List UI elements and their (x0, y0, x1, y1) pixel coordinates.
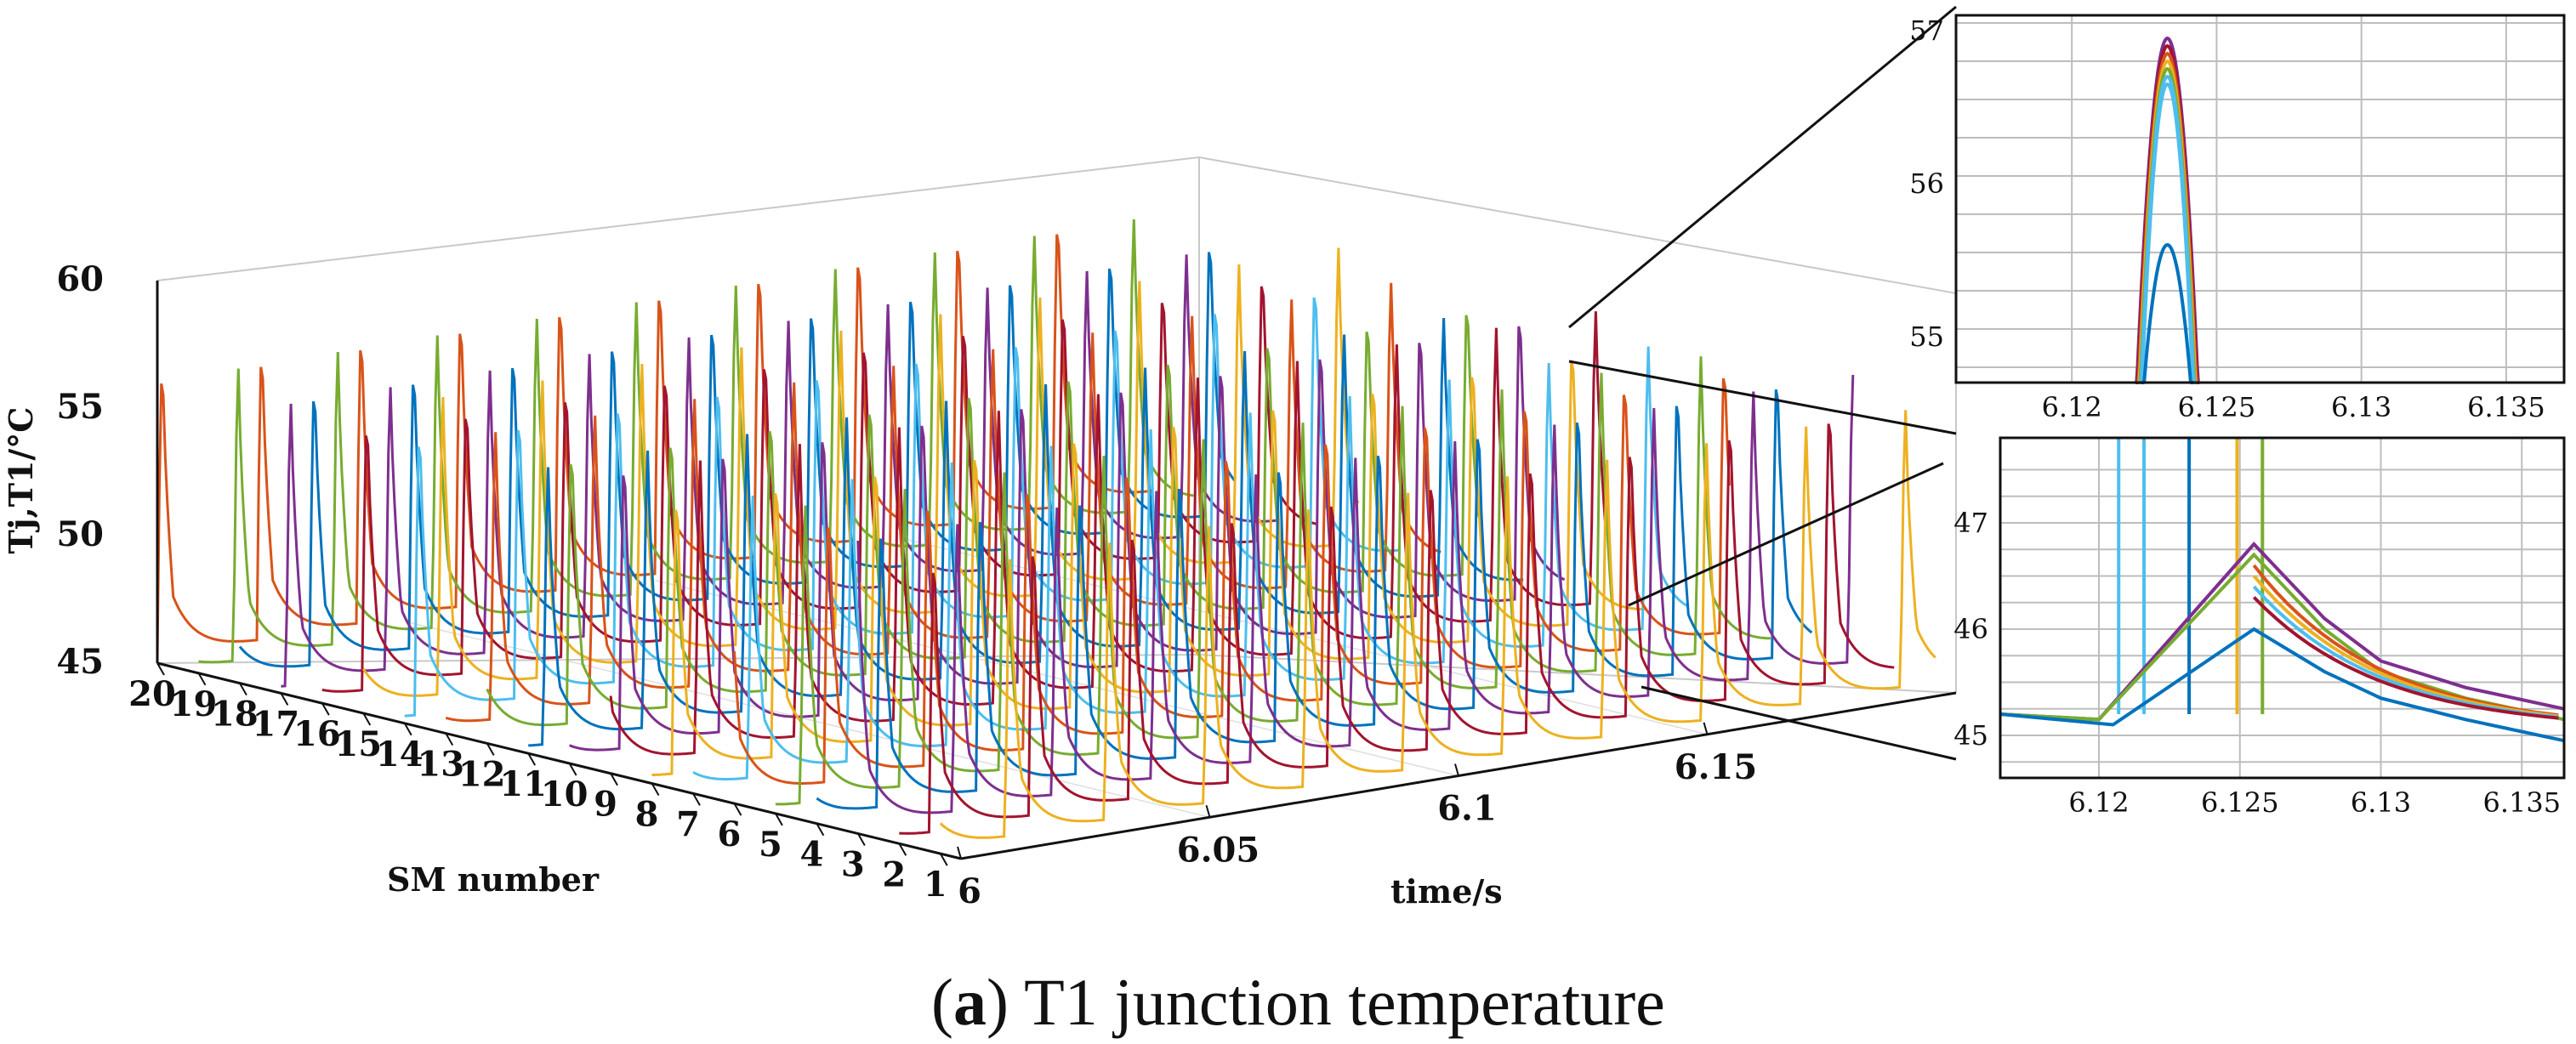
sm-tick: 7 (676, 804, 700, 844)
inset1-x-tick: 6.125 (2178, 391, 2256, 423)
sm-tick: 12 (458, 754, 506, 794)
inset2-trace (2252, 596, 2559, 720)
caption-label: a (953, 965, 987, 1039)
inset1-trace (2140, 82, 2195, 384)
sm-tick: 18 (211, 695, 259, 735)
inset1-x-tick: 6.12 (2042, 391, 2102, 423)
zoom-leader-lines (1568, 5, 1957, 761)
inset1-y-tick: 56 (1909, 167, 1944, 200)
inset2-x-tick: 6.12 (2068, 786, 2129, 819)
inset1-y-tick: 57 (1909, 14, 1944, 47)
inset-peak: 6.12 6.125 6.13 6.135 55 56 57 (1909, 14, 2566, 423)
waterfall-traces (156, 218, 1936, 839)
sm-tick: 14 (376, 735, 424, 774)
time-tick: 6.05 (1177, 830, 1260, 870)
sm-trace (445, 282, 1442, 723)
sm-tick: 5 (759, 825, 782, 865)
sm-axis-label: SM number (387, 860, 600, 899)
sm-trace (775, 356, 1771, 806)
sm-tick: 6 (718, 814, 742, 854)
z-tick: 60 (56, 259, 104, 299)
inset2-x-tick: 6.135 (2482, 786, 2561, 819)
time-axis: 6 6.05 6.1 6.15 time/s (957, 691, 1957, 911)
box-3d (156, 156, 1957, 694)
sm-tick: 13 (417, 745, 464, 785)
z-axis: 45 50 55 60 Tj,T1/°C (2, 259, 159, 682)
sm-tick: 17 (253, 704, 300, 744)
z-tick: 45 (56, 642, 104, 682)
sm-tick: 4 (799, 835, 823, 875)
sm-trace (856, 374, 1855, 814)
sm-trace (939, 410, 1936, 839)
inset2-trace (1999, 627, 2565, 743)
inset1-trace (2141, 242, 2193, 384)
inset2-y-tick: 45 (1953, 719, 1988, 752)
inset2-x-tick: 6.13 (2351, 786, 2411, 819)
z-tick: 50 (56, 514, 104, 554)
time-tick: 6.1 (1437, 789, 1497, 829)
sm-tick: 1 (924, 865, 947, 905)
inset2-y-tick: 46 (1953, 613, 1988, 645)
inset2-y-tick: 47 (1953, 507, 1988, 539)
inset-baseline: 6.12 6.125 6.13 6.135 45 46 47 (1953, 436, 2566, 819)
sm-tick: 9 (594, 785, 617, 825)
figure-caption: (a) T1 junction temperature (931, 965, 1665, 1039)
sm-trace (156, 234, 1153, 659)
sm-trace (816, 389, 1813, 810)
sm-tick: 10 (541, 774, 589, 814)
inset1-x-tick: 6.135 (2467, 391, 2545, 423)
inset1-x-tick: 6.13 (2331, 391, 2391, 423)
sm-tick: 19 (170, 684, 218, 724)
sm-trace (362, 247, 1360, 697)
inset1-y-tick: 55 (1909, 321, 1944, 353)
time-tick: 6.15 (1675, 747, 1757, 787)
sm-tick: 3 (841, 845, 865, 885)
sm-tick: 11 (499, 764, 547, 804)
inset2-x-tick: 6.125 (2201, 786, 2279, 819)
sm-trace (899, 423, 1895, 835)
sm-tick: 8 (635, 795, 659, 835)
z-axis-label: Tj,T1/°C (2, 406, 40, 553)
z-tick: 55 (56, 387, 104, 427)
sm-tick: 16 (293, 714, 341, 754)
sm-tick: 2 (882, 854, 906, 894)
sm-tick: 15 (334, 724, 382, 764)
sm-tick: 20 (128, 674, 176, 714)
caption-text: T1 junction temperature (1024, 965, 1665, 1039)
time-axis-label: time/s (1390, 872, 1503, 911)
time-tick: 6 (958, 871, 981, 911)
